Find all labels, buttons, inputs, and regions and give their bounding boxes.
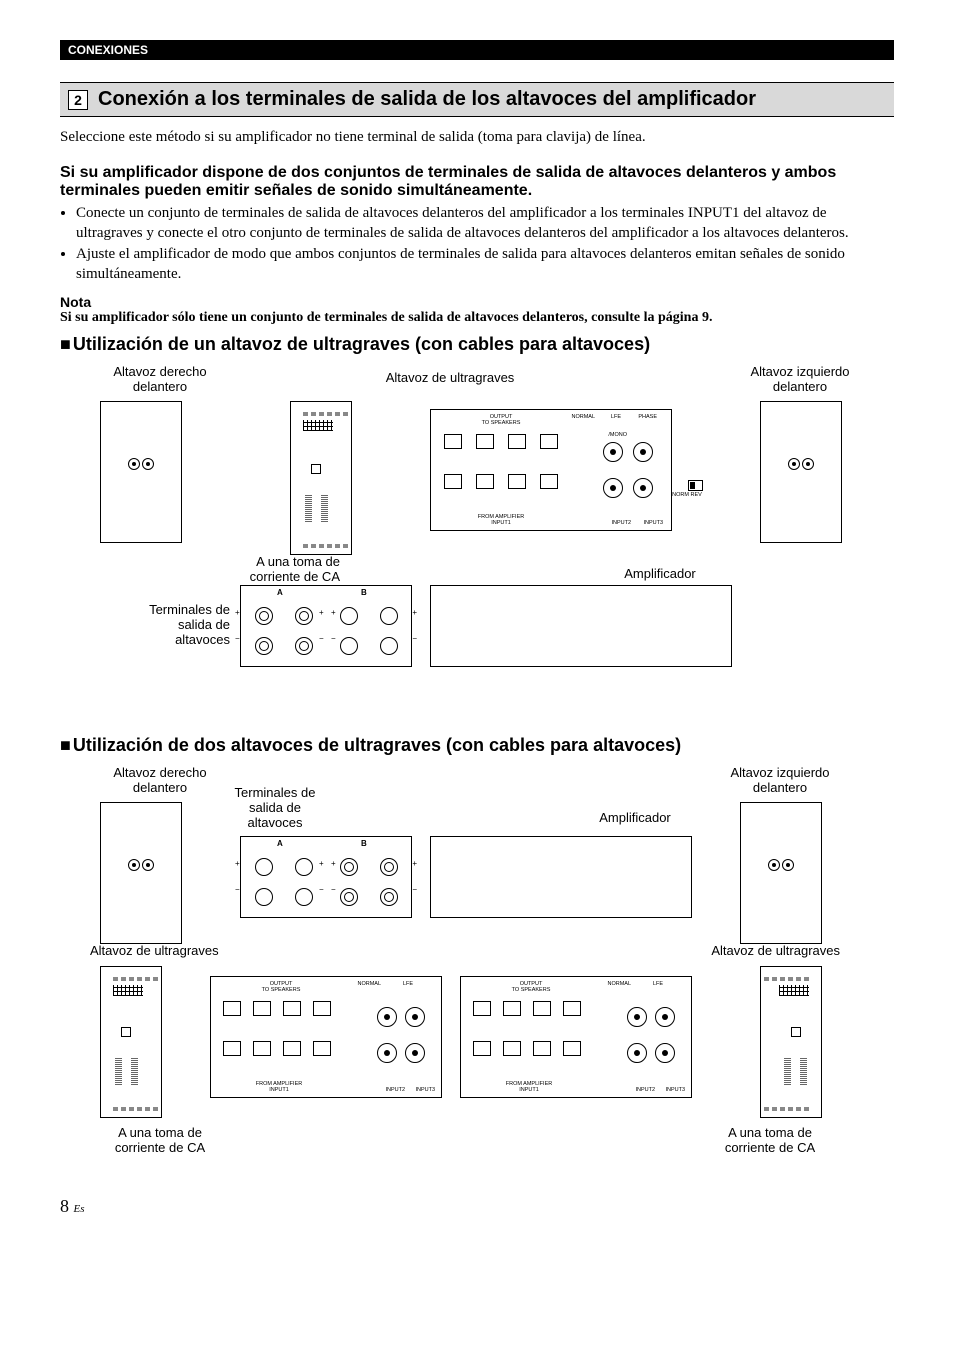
title-text: Conexión a los terminales de salida de l… (98, 88, 756, 111)
amp-terminals: A B + − + − + − + − (240, 585, 412, 667)
label-left-front-2: Altavoz izquierdo delantero (700, 766, 860, 796)
subwoofer-left-panel: OUTPUT TO SPEAKERS NORMAL LFE FROM AMPLI… (210, 976, 442, 1098)
label-speaker-out-2: Terminales de salida de altavoces (220, 786, 330, 831)
subwoofer-right-panel: OUTPUT TO SPEAKERS NORMAL LFE FROM AMPLI… (460, 976, 692, 1098)
speaker-left (760, 401, 842, 543)
page-lang: Es (74, 1203, 85, 1215)
label-subwoofer-right: Altavoz de ultragraves (660, 944, 840, 959)
amp-terminals-2: A B + − + − + − + − (240, 836, 412, 918)
diagram-two-subwoofers: Altavoz derecho delantero Altavoz izquie… (60, 766, 894, 1166)
diagram-one-subwoofer: Altavoz derecho delantero Altavoz de ult… (60, 365, 894, 705)
bullet-list: Conecte un conjunto de terminales de sal… (60, 204, 894, 284)
label-ac-right: A una toma de corriente de CA (700, 1126, 840, 1156)
section-header-bar: CONEXIONES (60, 40, 894, 60)
label-amplifier-2: Amplificador (580, 811, 690, 826)
amplifier-box (430, 585, 732, 667)
note-text: Si su amplificador sólo tiene un conjunt… (60, 310, 894, 326)
label-ac: A una toma de corriente de CA (220, 555, 340, 585)
heading-two-subs: Utilización de dos altavoces de ultragra… (60, 735, 894, 756)
label-right-front-2: Altavoz derecho delantero (80, 766, 240, 796)
bullet-item: Conecte un conjunto de terminales de sal… (76, 204, 894, 243)
label-ac-left: A una toma de corriente de CA (90, 1126, 230, 1156)
step-number-box: 2 (68, 90, 88, 110)
label-left-front: Altavoz izquierdo delantero (720, 365, 880, 395)
speaker-left-2 (740, 802, 822, 944)
label-amplifier: Amplificador (600, 567, 720, 582)
label-subwoofer-left: Altavoz de ultragraves (90, 944, 270, 959)
subwoofer-side (290, 401, 352, 555)
subwoofer-right-side (760, 966, 822, 1118)
page-number: 8 Es (60, 1196, 894, 1217)
heading-single-sub: Utilización de un altavoz de ultragraves… (60, 334, 894, 355)
label-subwoofer: Altavoz de ultragraves (350, 371, 550, 386)
intro-text: Seleccione este método si su amplificado… (60, 129, 894, 146)
label-right-front: Altavoz derecho delantero (80, 365, 240, 395)
page-num: 8 (60, 1196, 69, 1216)
bullet-item: Ajuste el amplificador de modo que ambos… (76, 245, 894, 284)
title-bar: 2 Conexión a los terminales de salida de… (60, 82, 894, 117)
subheading: Si su amplificador dispone de dos conjun… (60, 164, 894, 200)
subwoofer-left-side (100, 966, 162, 1118)
page: CONEXIONES 2 Conexión a los terminales d… (0, 0, 954, 1247)
note-label: Nota (60, 294, 894, 310)
subwoofer-panel: OUTPUT TO SPEAKERS NORMAL LFE PHASE FROM… (430, 409, 672, 531)
speaker-right (100, 401, 182, 543)
amplifier-box-2 (430, 836, 692, 918)
speaker-right-2 (100, 802, 182, 944)
label-speaker-out: Terminales de salida de altavoces (130, 603, 230, 648)
